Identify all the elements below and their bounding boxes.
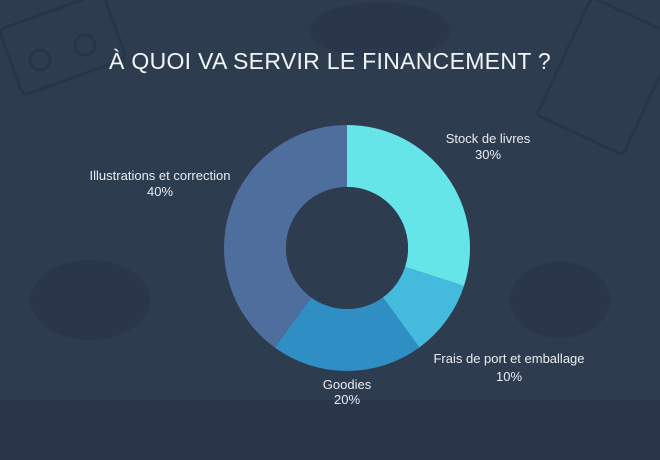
slice-value-label: 40% [147,184,173,199]
slice-label: Frais de port et emballage [433,351,584,366]
slice-stock-de-livres [347,125,470,287]
slice-label: Stock de livres [446,131,531,146]
chart-title: À QUOI VA SERVIR LE FINANCEMENT ? [109,48,551,74]
donut-hole [286,187,408,309]
slice-label: Illustrations et correction [90,168,231,183]
slice-value-label: 30% [475,147,501,162]
slice-value-label: 20% [334,392,360,407]
slice-illustrations-et-correction [224,125,347,348]
slice-label: Goodies [323,377,372,392]
slice-frais-de-port-et-emballage [382,266,464,348]
slice-goodies [274,297,420,372]
slice-value-label: 10% [496,369,522,384]
